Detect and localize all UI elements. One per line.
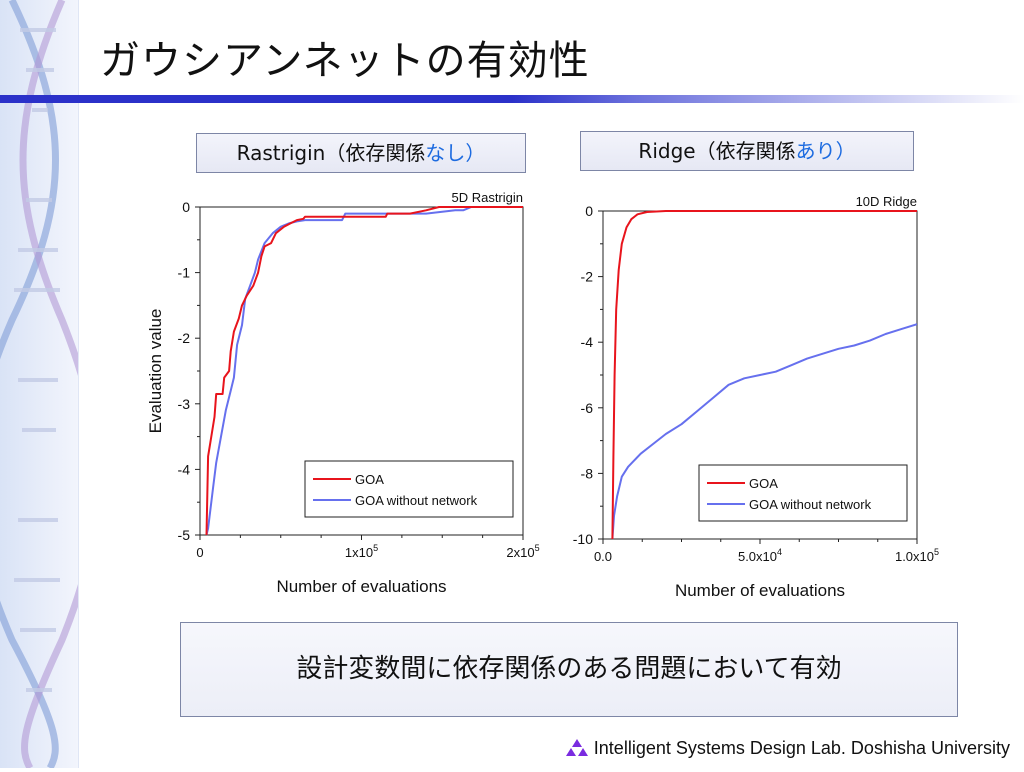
y-tick-label: -6 [581, 400, 594, 416]
y-tick-label: -8 [581, 465, 594, 481]
y-tick-label: 0 [585, 203, 593, 219]
legend-label: GOA [355, 472, 384, 487]
x-tick-label: 0 [196, 545, 203, 560]
x-axis-label: Number of evaluations [675, 581, 845, 600]
conclusion-text: 設計変数間に依存関係のある問題において有効 [296, 654, 842, 684]
x-tick-label: 0.0 [594, 549, 612, 564]
y-tick-label: -3 [178, 396, 191, 412]
conclusion-box: 設計変数間に依存関係のある問題において有効 [180, 622, 958, 717]
dna-helix-graphic [0, 0, 102, 770]
panel-label-text: Rastrigin（依存関係 [236, 141, 426, 165]
y-tick-label: -10 [573, 531, 593, 547]
x-axis-label: Number of evaluations [276, 577, 446, 596]
legend-label: GOA without network [355, 493, 478, 508]
lab-logo-icon [565, 739, 588, 756]
panel-label-ridge: Ridge（依存関係あり） [580, 131, 914, 171]
y-tick-label: -4 [178, 461, 191, 477]
ridge-chart: 10D Ridge 0 -2 -4 -6 -8 -100.0 5.0x104 1.0x105 Nu… [573, 194, 939, 600]
legend: GOA GOA without network [698, 464, 908, 522]
legend: GOA GOA without network [304, 460, 514, 518]
panel-label-accent: なし） [425, 141, 486, 165]
legend-label: GOA without network [749, 497, 872, 512]
series-group [611, 210, 917, 540]
x-tick-label: 1x105 [345, 543, 378, 560]
y-tick-label: 0 [182, 199, 190, 215]
series-line-goa [205, 206, 523, 536]
x-tick-label: 5.0x104 [738, 547, 782, 564]
x-tick-label: 2x105 [506, 543, 539, 560]
panel-label-accent: あり） [795, 139, 856, 163]
y-axis-label: Evaluation value [146, 309, 165, 434]
chart-title: 10D Ridge [856, 194, 917, 209]
decorative-left-band [0, 0, 102, 770]
series-group [205, 206, 523, 536]
footer-text: Intelligent Systems Design Lab. Doshisha… [593, 738, 1010, 758]
legend-box [698, 464, 908, 522]
slide-title: ガウシアンネットの有効性 [100, 38, 590, 84]
chart-title: 5D Rastrigin [451, 190, 523, 205]
y-tick-label: -1 [178, 265, 191, 281]
rastrigin-chart: 5D Rastrigin 0 -1 -2 -3 -4 -5 0 1x105 2x105 Number… [146, 190, 540, 596]
panel-label-text: Ridge（依存関係 [638, 139, 796, 163]
footer: Intelligent Systems Design Lab. Doshisha… [565, 738, 1010, 759]
legend-box [304, 460, 514, 518]
y-tick-label: -2 [178, 330, 191, 346]
series-line-goa [611, 210, 917, 540]
y-tick-label: -5 [178, 527, 191, 543]
y-tick-label: -2 [581, 269, 594, 285]
panel-label-rastrigin: Rastrigin（依存関係なし） [196, 133, 526, 173]
series-line-goa-without-network [611, 323, 917, 540]
legend-label: GOA [749, 476, 778, 491]
x-tick-label: 1.0x105 [895, 547, 939, 564]
title-underline [0, 95, 1024, 103]
y-tick-label: -4 [581, 334, 594, 350]
